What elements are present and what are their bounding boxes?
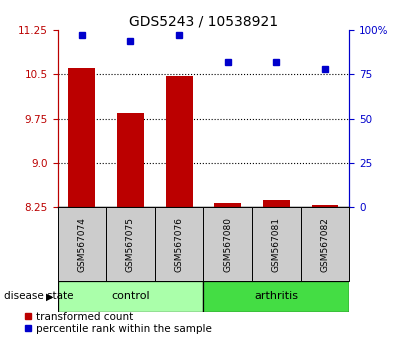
FancyBboxPatch shape [106, 207, 155, 281]
Bar [215, 203, 241, 207]
FancyBboxPatch shape [155, 207, 203, 281]
FancyBboxPatch shape [203, 281, 349, 312]
Text: ▶: ▶ [46, 291, 53, 302]
Text: GSM567074: GSM567074 [77, 217, 86, 272]
Text: GSM567081: GSM567081 [272, 217, 281, 272]
FancyBboxPatch shape [58, 281, 203, 312]
Bar [312, 205, 338, 207]
FancyBboxPatch shape [301, 207, 349, 281]
Text: control: control [111, 291, 150, 302]
Text: GSM567075: GSM567075 [126, 217, 135, 272]
Bar [69, 68, 95, 207]
Bar [263, 200, 290, 207]
Text: arthritis: arthritis [254, 291, 298, 302]
Legend: transformed count, percentile rank within the sample: transformed count, percentile rank withi… [25, 312, 212, 333]
Text: GSM567082: GSM567082 [321, 217, 330, 272]
Text: GSM567080: GSM567080 [223, 217, 232, 272]
Text: GSM567076: GSM567076 [175, 217, 184, 272]
FancyBboxPatch shape [252, 207, 301, 281]
Text: disease state: disease state [4, 291, 74, 302]
Bar [166, 75, 192, 207]
FancyBboxPatch shape [203, 207, 252, 281]
Title: GDS5243 / 10538921: GDS5243 / 10538921 [129, 15, 278, 29]
FancyBboxPatch shape [58, 207, 106, 281]
Bar [117, 113, 144, 207]
